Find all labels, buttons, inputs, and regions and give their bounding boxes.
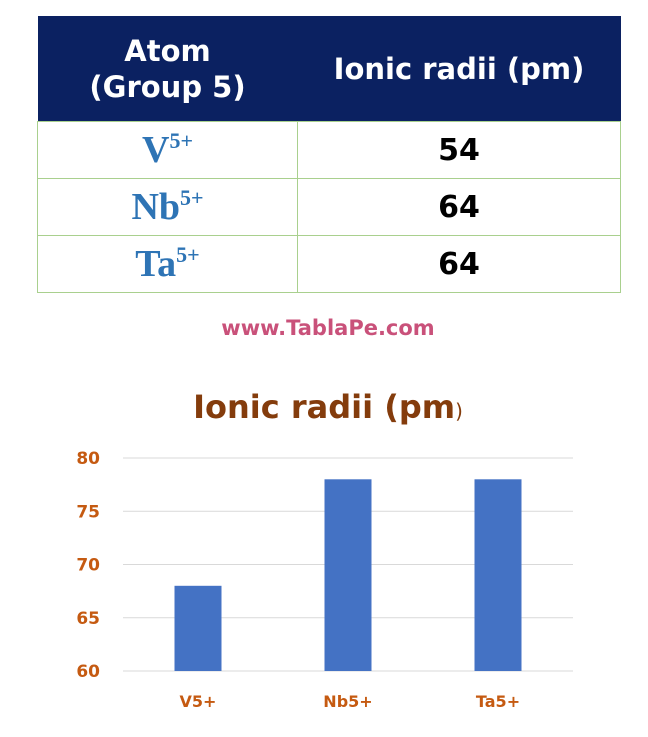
atom-symbol: Nb xyxy=(131,186,181,228)
header-atom-line1: Atom xyxy=(124,33,211,68)
y-tick-label: 60 xyxy=(76,662,100,682)
watermark-text: www.TablaPe.com xyxy=(221,316,435,340)
radius-cell: 64 xyxy=(297,178,621,236)
bar xyxy=(474,479,522,671)
bar xyxy=(324,479,372,671)
atom-symbol: Ta xyxy=(135,243,177,285)
y-tick-label: 65 xyxy=(76,609,100,629)
y-tick-label: 80 xyxy=(76,449,100,469)
table-row: Nb5+ 64 xyxy=(37,178,621,236)
table-row: Ta5+ 64 xyxy=(37,235,621,293)
x-category-label: Ta5+ xyxy=(476,692,520,711)
chart-title: Ionic radii (pm) xyxy=(0,388,648,426)
atom-charge: 5+ xyxy=(180,185,204,210)
chart-title-main: Ionic radii (pm xyxy=(193,388,456,426)
ionic-radii-table: Atom (Group 5) Ionic radii (pm) V5+ 54 N… xyxy=(37,16,621,293)
radius-cell: 54 xyxy=(297,121,621,179)
y-tick-label: 75 xyxy=(76,502,100,522)
x-category-label: Nb5+ xyxy=(323,692,372,711)
x-category-label: V5+ xyxy=(180,692,217,711)
atom-cell: Nb5+ xyxy=(37,178,298,236)
header-radius: Ionic radii (pm) xyxy=(297,16,621,122)
y-tick-label: 70 xyxy=(76,556,100,576)
radius-cell: 64 xyxy=(297,235,621,293)
atom-charge: 5+ xyxy=(169,128,193,153)
header-atom: Atom (Group 5) xyxy=(37,16,298,122)
bar xyxy=(174,585,222,671)
chart-title-end: ) xyxy=(455,399,463,423)
bar-chart: 60 65 70 75 80 V5+ Nb5+ Ta5+ xyxy=(76,449,573,711)
atom-cell: Ta5+ xyxy=(37,235,298,293)
atom-symbol: V xyxy=(142,129,170,171)
header-atom-line2: (Group 5) xyxy=(89,69,246,104)
atom-cell: V5+ xyxy=(37,121,298,179)
atom-charge: 5+ xyxy=(176,242,200,267)
table-row: V5+ 54 xyxy=(37,121,621,179)
table-header-row: Atom (Group 5) Ionic radii (pm) xyxy=(37,16,621,122)
